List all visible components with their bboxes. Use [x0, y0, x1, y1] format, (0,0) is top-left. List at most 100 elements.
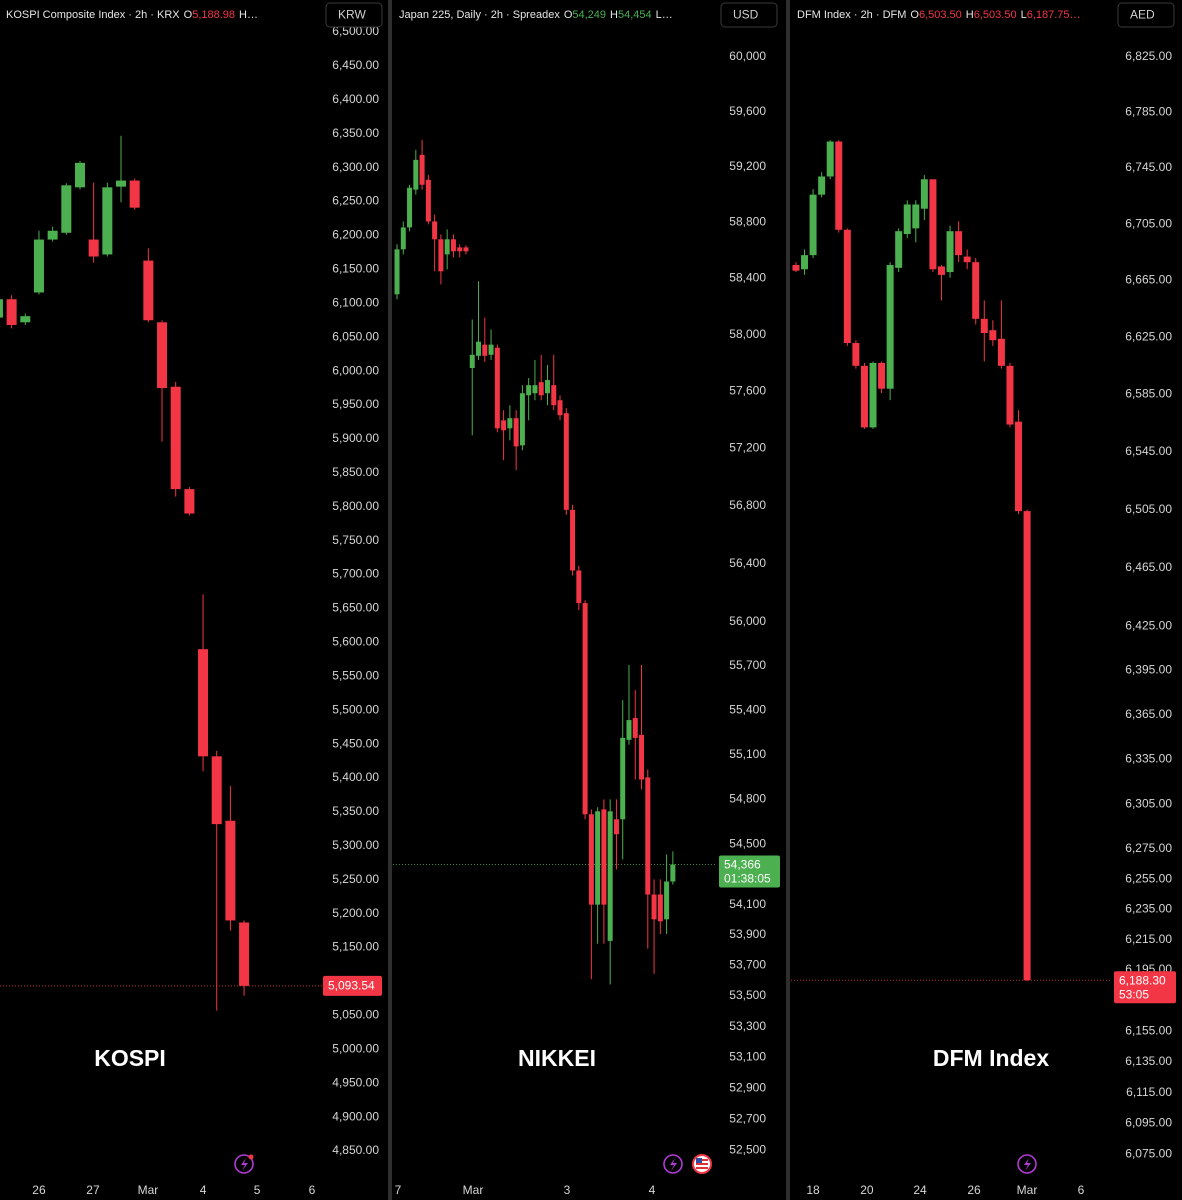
- x-tick-label: 4: [200, 1183, 207, 1197]
- y-tick-label: 6,135.00: [1125, 1054, 1172, 1068]
- y-tick-label: 54,800: [729, 792, 766, 806]
- candle-body: [664, 881, 670, 920]
- candle-body: [843, 229, 851, 344]
- candle-body: [507, 418, 513, 429]
- candle-body: [225, 820, 236, 921]
- y-tick-label: 5,700.00: [332, 567, 379, 581]
- chart-title: KOSPI: [94, 1045, 166, 1071]
- x-tick-label: Mar: [463, 1183, 484, 1197]
- y-tick-label: 6,200.00: [332, 228, 379, 242]
- candle-body: [570, 509, 576, 571]
- x-tick-label: 6: [309, 1183, 316, 1197]
- y-tick-label: 5,750.00: [332, 533, 379, 547]
- header-field-label: L…: [656, 9, 673, 21]
- x-tick-label: 24: [913, 1183, 927, 1197]
- y-tick-label: 5,450.00: [332, 736, 379, 750]
- y-tick-label: 56,400: [729, 556, 766, 570]
- y-tick-label: 53,700: [729, 958, 766, 972]
- y-tick-label: 6,155.00: [1125, 1023, 1172, 1037]
- candle-body: [102, 187, 113, 255]
- header-field-label: H: [966, 9, 974, 21]
- candle-body: [419, 154, 425, 185]
- candle-body: [886, 265, 894, 389]
- candle-body: [946, 231, 954, 273]
- candle-body: [457, 247, 463, 252]
- candle-body: [129, 180, 140, 208]
- y-tick-label: 4,950.00: [332, 1075, 379, 1089]
- candle-body: [88, 239, 99, 257]
- y-tick-label: 58,800: [729, 215, 766, 229]
- header-field-value: 6,503.50: [974, 9, 1017, 21]
- header-field-label: L: [1021, 9, 1027, 21]
- y-tick-label: 6,625.00: [1125, 329, 1172, 343]
- alert-icon[interactable]: [663, 1154, 683, 1174]
- y-tick-label: 5,900.00: [332, 431, 379, 445]
- x-tick-label: 20: [860, 1183, 874, 1197]
- candle-body: [557, 400, 563, 416]
- y-tick-label: 6,075.00: [1125, 1147, 1172, 1161]
- candle-body: [0, 299, 3, 318]
- candle-body: [198, 649, 209, 757]
- y-tick-label: 6,335.00: [1125, 752, 1172, 766]
- candle-body: [20, 316, 31, 323]
- candle-body: [852, 343, 860, 366]
- last-price-label: 6,188.30: [1119, 973, 1166, 987]
- x-tick-label: 4: [649, 1183, 656, 1197]
- candle-body: [463, 247, 469, 252]
- currency-badge: [720, 2, 778, 28]
- y-tick-label: 5,550.00: [332, 668, 379, 682]
- panel-divider: [388, 0, 392, 1200]
- candle-body: [632, 718, 638, 738]
- y-tick-label: 6,305.00: [1125, 796, 1172, 810]
- y-tick-label: 6,000.00: [332, 363, 379, 377]
- currency-label: KRW: [338, 8, 366, 22]
- y-tick-label: 5,850.00: [332, 465, 379, 479]
- y-tick-label: 55,700: [729, 658, 766, 672]
- chart-title: NIKKEI: [518, 1045, 596, 1071]
- header-field-label: O: [564, 9, 573, 21]
- y-tick-label: 55,400: [729, 702, 766, 716]
- candle-body: [895, 231, 903, 268]
- candle-body: [438, 239, 444, 272]
- candle-body: [211, 756, 222, 825]
- y-tick-label: 59,600: [729, 104, 766, 118]
- y-tick-label: 6,500.00: [332, 24, 379, 38]
- y-tick-label: 6,275.00: [1125, 841, 1172, 855]
- y-tick-label: 52,700: [729, 1112, 766, 1126]
- panel-divider: [786, 0, 790, 1200]
- candle-body: [1006, 365, 1014, 425]
- candle-body: [670, 864, 676, 882]
- candle-body: [801, 255, 809, 270]
- candle-body: [61, 185, 72, 233]
- y-tick-label: 6,115.00: [1126, 1085, 1172, 1099]
- y-tick-label: 6,350.00: [332, 126, 379, 140]
- candle-body: [601, 809, 607, 905]
- alert-icon[interactable]: [234, 1154, 254, 1174]
- currency-label: AED: [1130, 8, 1155, 22]
- y-tick-label: 6,235.00: [1125, 902, 1172, 916]
- flag-icon[interactable]: [692, 1154, 712, 1174]
- y-tick-label: 56,800: [729, 498, 766, 512]
- candle-body: [116, 180, 127, 187]
- candle-body: [488, 344, 494, 355]
- y-tick-label: 6,450.00: [332, 58, 379, 72]
- alert-icon[interactable]: [1017, 1154, 1037, 1174]
- candle-body: [912, 204, 920, 229]
- candle-body: [157, 322, 168, 389]
- candle-body: [469, 354, 475, 368]
- candle-body: [482, 344, 488, 356]
- candle-body: [519, 393, 525, 446]
- y-tick-label: 6,255.00: [1125, 871, 1172, 885]
- y-tick-label: 6,585.00: [1125, 387, 1172, 401]
- y-tick-label: 5,800.00: [332, 499, 379, 513]
- candle-body: [639, 734, 645, 780]
- y-tick-label: 6,705.00: [1125, 216, 1172, 230]
- candle-body: [450, 239, 456, 252]
- y-tick-label: 6,365.00: [1125, 707, 1172, 721]
- last-price-box: [1114, 971, 1176, 1004]
- y-tick-label: 5,000.00: [332, 1041, 379, 1055]
- candle-body: [413, 159, 419, 190]
- y-tick-label: 6,545.00: [1125, 444, 1172, 458]
- candle-body: [989, 330, 997, 341]
- y-tick-label: 6,425.00: [1125, 619, 1172, 633]
